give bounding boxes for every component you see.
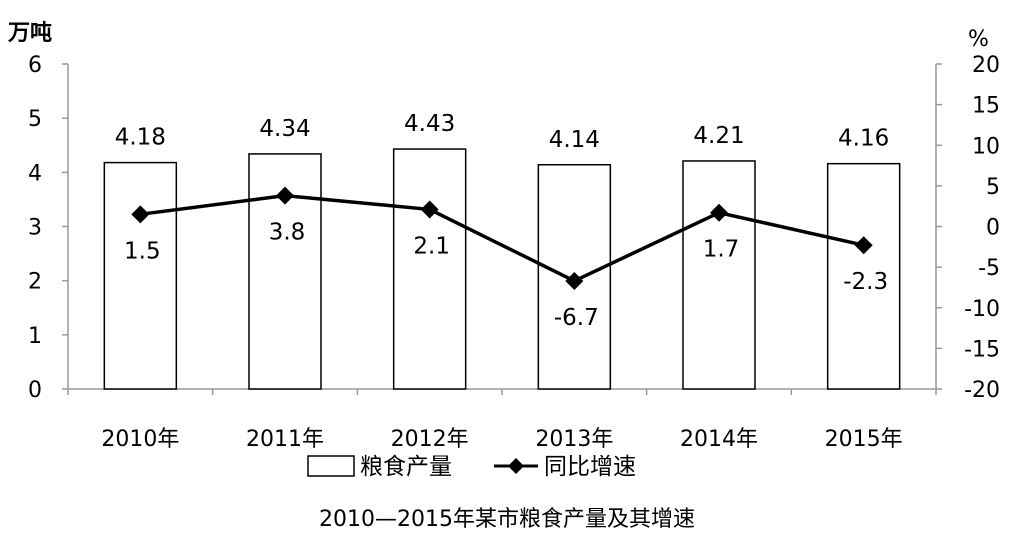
growth-value-label: -2.3 xyxy=(843,269,888,295)
right-tick-label: 5 xyxy=(986,175,1000,200)
growth-point-marker xyxy=(276,186,294,205)
x-tick-label: 2015年 xyxy=(825,427,903,452)
legend-bar-label: 粮食产量 xyxy=(360,454,452,480)
axes: 0 1 2 3 4 5 6 -20 -15 -10 -5 0 5 10 15 20 2010年 2011年 2012… xyxy=(28,53,1000,452)
growth-point-marker xyxy=(854,236,873,255)
growth-value-label: -6.7 xyxy=(554,305,599,331)
right-tick-label: -5 xyxy=(978,256,1000,281)
legend-line-label: 同比增速 xyxy=(544,454,636,480)
chart-caption: 2010—2015年某市粮食产量及其增速 xyxy=(319,507,695,532)
x-tick-label: 2013年 xyxy=(535,427,613,452)
bar-value-label: 4.21 xyxy=(693,123,744,149)
left-tick-label: 5 xyxy=(28,107,42,132)
bar xyxy=(103,161,178,390)
left-tick-label: 6 xyxy=(28,53,42,78)
left-tick-label: 1 xyxy=(28,324,42,349)
bars: 4.18 4.34 4.43 4.14 4.21 4.16 xyxy=(103,111,901,390)
growth-point-marker xyxy=(710,203,728,222)
right-tick-label: -20 xyxy=(964,378,1000,403)
growth-point-marker xyxy=(565,271,584,290)
growth-value-label: 1.5 xyxy=(124,238,161,264)
x-tick-label: 2010年 xyxy=(101,427,179,452)
bar-value-label: 4.16 xyxy=(838,126,889,152)
growth-value-label: 3.8 xyxy=(269,220,306,246)
left-tick-label: 2 xyxy=(28,270,42,295)
legend-line-marker xyxy=(508,458,524,474)
growth-value-label: 2.1 xyxy=(413,233,450,259)
legend: 粮食产量 同比增速 xyxy=(307,454,636,480)
right-tick-label: 20 xyxy=(972,53,1000,78)
x-tick-label: 2011年 xyxy=(246,427,324,452)
x-tick-label: 2012年 xyxy=(391,427,469,452)
growth-polyline xyxy=(140,193,865,283)
bar xyxy=(392,148,467,390)
right-axis-unit: % xyxy=(968,27,989,52)
bar-value-label: 4.34 xyxy=(259,116,310,142)
left-tick-label: 4 xyxy=(28,161,42,186)
bar-value-label: 4.18 xyxy=(115,125,166,151)
right-tick-label: -15 xyxy=(964,337,1000,362)
growth-point-marker xyxy=(420,200,439,219)
x-tick-label: 2014年 xyxy=(680,427,758,452)
bar-value-label: 4.14 xyxy=(549,127,600,153)
right-tick-label: 15 xyxy=(972,94,1000,119)
right-tick-label: 0 xyxy=(986,216,1000,241)
bar-value-label: 4.43 xyxy=(404,111,455,137)
left-tick-label: 3 xyxy=(28,216,42,241)
right-tick-label: -10 xyxy=(964,297,1000,322)
left-axis-unit: 万吨 xyxy=(7,21,52,46)
bar xyxy=(826,162,901,390)
left-tick-label: 0 xyxy=(28,378,42,403)
legend-bar-swatch xyxy=(307,455,355,477)
bar xyxy=(682,160,756,390)
growth-line: 1.5 3.8 2.1 -6.7 1.7 -2.3 xyxy=(124,186,888,331)
right-tick-label: 10 xyxy=(972,134,1000,159)
growth-value-label: 1.7 xyxy=(703,237,740,263)
growth-point-marker xyxy=(131,205,150,224)
